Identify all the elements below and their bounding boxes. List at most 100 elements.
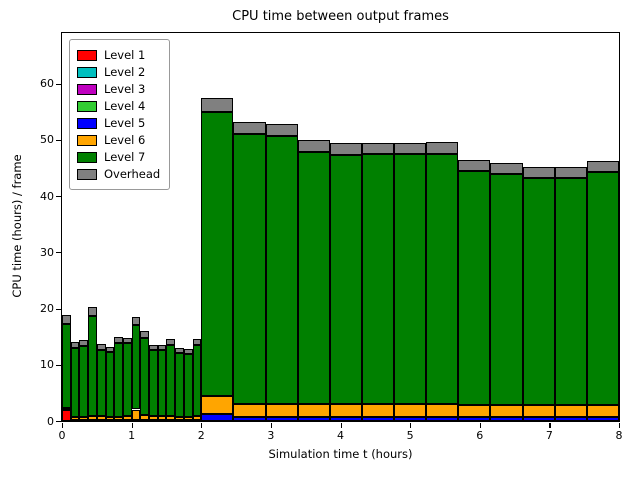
bar-segment-level-7 — [265, 135, 298, 405]
bar-segment-level-6 — [458, 405, 491, 418]
x-tick-label: 5 — [406, 429, 414, 442]
y-tick-mark — [56, 421, 61, 423]
bar-segment-level-6 — [361, 404, 395, 417]
legend-swatch — [77, 151, 97, 163]
bar-segment-level-5 — [394, 416, 427, 421]
bar-segment-level-6 — [394, 404, 427, 417]
y-tick-label: 30 — [40, 245, 54, 259]
bar-segment-level-7 — [62, 323, 71, 408]
bar-segment-overhead — [149, 344, 158, 351]
bar-segment-overhead — [394, 142, 427, 155]
bar-segment-level-6 — [88, 415, 97, 421]
bar-segment-level-7 — [201, 111, 234, 396]
bar-segment-level-5 — [586, 417, 619, 421]
bar-segment-level-7 — [586, 171, 619, 406]
bar-segment-level-7 — [79, 345, 89, 417]
legend-item: Level 1 — [77, 48, 160, 62]
x-tick-label: 1 — [128, 429, 136, 442]
legend-swatch — [77, 100, 97, 112]
legend-label: Level 2 — [104, 65, 146, 79]
bar-segment-level-7 — [114, 343, 123, 417]
bar-segment-overhead — [329, 143, 362, 156]
legend-label: Level 4 — [104, 99, 146, 113]
bar-segment-level-5 — [265, 416, 298, 421]
chart-title: CPU time between output frames — [232, 9, 449, 24]
bar-segment-overhead — [522, 166, 555, 179]
legend-item: Level 2 — [77, 65, 160, 79]
legend-swatch — [77, 168, 97, 180]
bar-segment-level-7 — [490, 174, 523, 406]
bar-segment-level-7 — [88, 315, 97, 416]
bar-segment-level-6 — [297, 404, 330, 417]
bar-segment-overhead — [426, 142, 459, 154]
x-tick-label: 7 — [545, 429, 553, 442]
legend-swatch — [77, 134, 97, 146]
bar-segment-overhead — [233, 121, 266, 135]
bar-segment-level-6 — [105, 416, 115, 421]
x-tick-label: 2 — [197, 429, 205, 442]
bar-segment-level-6 — [157, 416, 167, 421]
bar-segment-level-7 — [192, 344, 202, 417]
bar-segment-level-6 — [149, 416, 158, 421]
x-tick-mark — [340, 423, 342, 428]
bar-segment-overhead — [96, 344, 106, 350]
bar-segment-level-7 — [183, 353, 193, 417]
y-tick-label: 50 — [40, 133, 54, 147]
bar-segment-level-6 — [122, 416, 132, 421]
bar-segment-level-6 — [62, 407, 71, 410]
bar-segment-level-7 — [96, 349, 106, 417]
bar-segment-overhead — [157, 345, 167, 351]
bar-segment-level-5 — [458, 417, 491, 421]
bar-segment-level-6 — [522, 405, 555, 418]
plot-area: Level 1 Level 2 Level 3 Level 4 Level 5 Level… — [61, 32, 620, 422]
bar-segment-overhead — [192, 339, 202, 345]
bar-segment-level-6 — [96, 416, 106, 421]
bar-segment-level-6 — [140, 415, 150, 421]
y-tick-mark — [56, 308, 61, 310]
x-tick-label: 3 — [267, 429, 275, 442]
x-tick-label: 6 — [476, 429, 484, 442]
legend-swatch — [77, 83, 97, 95]
bar-segment-level-6 — [166, 416, 176, 421]
bar-segment-level-6 — [554, 405, 587, 418]
bar-segment-level-7 — [426, 153, 459, 405]
legend-swatch — [77, 66, 97, 78]
bar-segment-level-6 — [131, 409, 141, 421]
y-tick-label: 60 — [40, 77, 54, 91]
y-tick-mark — [56, 364, 61, 366]
bar-segment-overhead — [140, 330, 150, 338]
y-tick-label: 40 — [40, 189, 54, 203]
bar-segment-level-6 — [329, 404, 362, 417]
bar-segment-level-7 — [149, 350, 158, 417]
bar-segment-overhead — [586, 160, 619, 172]
bar-segment-overhead — [183, 348, 193, 354]
bar-segment-overhead — [201, 97, 234, 112]
bar-segment-level-6 — [265, 404, 298, 417]
bar-segment-level-6 — [79, 416, 89, 421]
x-tick-mark — [62, 423, 64, 428]
bar-segment-level-6 — [233, 404, 266, 417]
bar-segment-overhead — [122, 337, 132, 344]
bar-segment-level-7 — [70, 347, 80, 417]
bar-segment-level-7 — [554, 178, 587, 406]
x-tick-mark — [270, 423, 273, 428]
bar-segment-level-7 — [329, 155, 362, 405]
legend-label: Overhead — [104, 167, 161, 181]
bar-segment-level-7 — [157, 350, 167, 417]
y-tick-label: 10 — [40, 358, 54, 372]
legend: Level 1 Level 2 Level 3 Level 4 Level 5 Level… — [69, 39, 171, 190]
bar-segment-overhead — [490, 162, 523, 175]
bar-segment-level-5 — [522, 417, 555, 421]
bar-segment-level-6 — [192, 416, 202, 421]
bar-segment-overhead — [554, 166, 587, 179]
legend-item: Level 6 — [77, 133, 160, 147]
bar-segment-level-6 — [426, 404, 459, 417]
bar-segment-level-6 — [183, 416, 193, 421]
bar-segment-level-7 — [233, 134, 266, 405]
legend-label: Level 6 — [104, 133, 146, 147]
bar-segment-level-6 — [490, 405, 523, 418]
y-tick-mark — [56, 252, 61, 254]
x-tick-mark — [619, 423, 621, 428]
bar-segment-level-6 — [175, 416, 184, 421]
